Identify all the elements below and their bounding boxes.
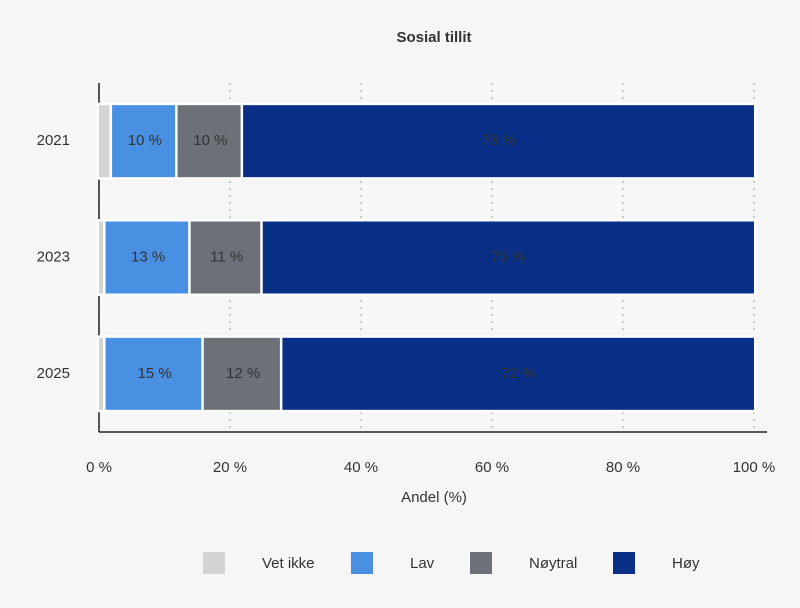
legend-swatch <box>470 552 492 574</box>
value-label: 12 % <box>226 365 260 382</box>
legend-swatch <box>613 552 635 574</box>
value-label: 78 % <box>481 132 515 149</box>
x-axis-label: Andel (%) <box>401 489 467 506</box>
value-label: 10 % <box>128 132 162 149</box>
bar-segment <box>188 219 266 296</box>
x-tick-label: 80 % <box>606 459 640 476</box>
legend-swatch <box>203 552 225 574</box>
bar-segment <box>279 335 757 413</box>
value-label: 75 % <box>491 248 525 265</box>
legend-label: Nøytral <box>529 555 577 572</box>
value-label: 15 % <box>138 365 172 382</box>
value-label: 11 % <box>210 248 243 265</box>
y-tick-label: 2023 <box>37 248 70 265</box>
bar-segment <box>240 102 757 180</box>
chart-title: Sosial tillit <box>396 29 471 46</box>
x-tick-label: 40 % <box>344 459 378 476</box>
x-tick-label: 60 % <box>475 459 509 476</box>
legend-label: Vet ikke <box>262 555 315 572</box>
x-tick-label: 100 % <box>733 459 776 476</box>
value-label: 13 % <box>131 248 165 265</box>
x-tick-label: 0 % <box>86 459 112 476</box>
y-tick-label: 2021 <box>37 132 70 149</box>
bar-segment <box>260 219 757 296</box>
legend-label: Lav <box>410 555 435 572</box>
y-tick-label: 2025 <box>37 365 70 382</box>
legend-swatch <box>351 552 373 574</box>
value-label: 72 % <box>501 365 535 382</box>
legend-label: Høy <box>672 555 700 572</box>
x-tick-label: 20 % <box>213 459 247 476</box>
value-label: 10 % <box>193 132 227 149</box>
